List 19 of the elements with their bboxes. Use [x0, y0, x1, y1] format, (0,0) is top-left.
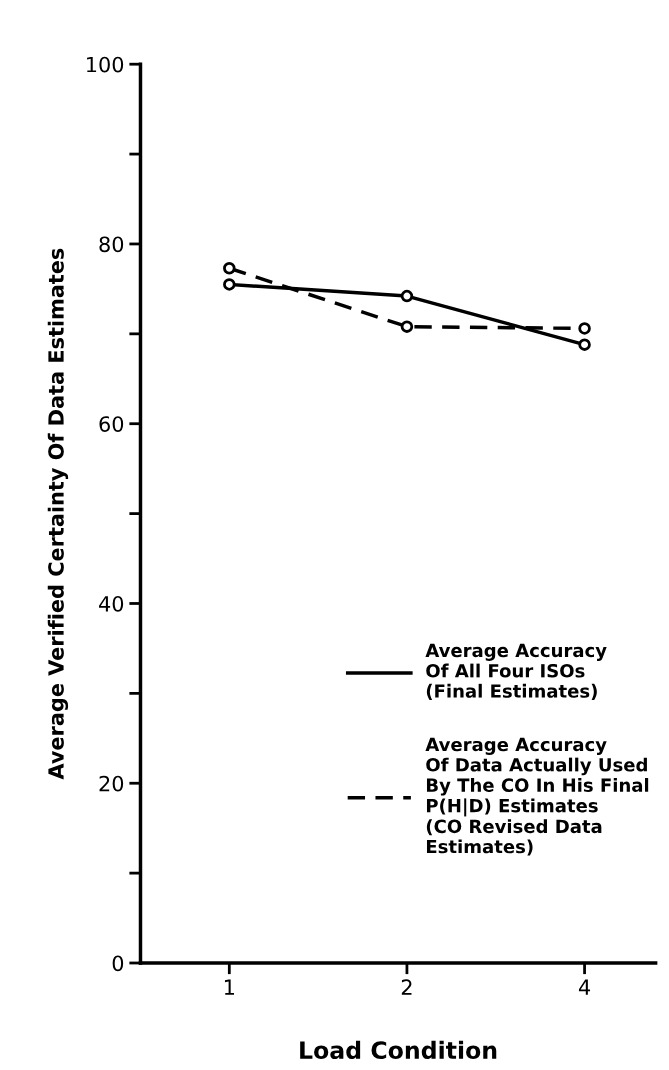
point [223, 261, 236, 275]
point [578, 322, 591, 335]
y-tick-label: 100 [87, 56, 124, 73]
point [578, 338, 591, 351]
x-tick-label: 1 [224, 979, 235, 995]
point [400, 320, 414, 333]
x-tick-label: 2 [401, 979, 412, 995]
y-tick-label: 80 [99, 236, 124, 253]
x-axis-title: Load Condition [300, 1040, 497, 1060]
y-tick-label: 40 [99, 595, 124, 612]
legend-label: Average Accuracy Of Data Actually Used By The CO In His Final P(H|D) Estimates (CO Revised Data Estimates) [425, 737, 649, 856]
legend-label: Average Accuracy Of All Four ISOs (Final Estimates) [425, 643, 607, 700]
point [223, 278, 236, 291]
y-tick-label: 20 [99, 775, 124, 792]
point [400, 289, 414, 303]
y-tick-label: 60 [99, 416, 124, 432]
x-tick-label: 4 [578, 979, 591, 995]
y-axis-title: Average Verified Certainty Of Data Estimates [47, 248, 69, 780]
y-tick-label: 0 [112, 955, 124, 972]
